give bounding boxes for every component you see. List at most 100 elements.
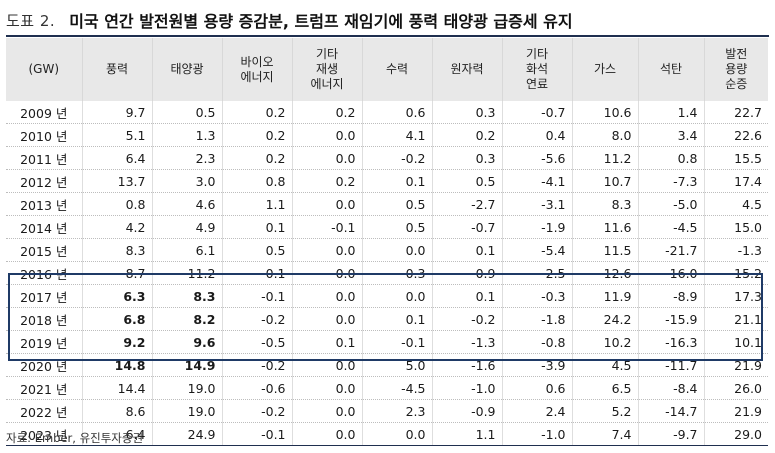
value-cell: -0.8 bbox=[502, 330, 573, 354]
value-cell: 21.1 bbox=[704, 307, 768, 331]
value-cell: 0.3 bbox=[362, 261, 433, 285]
value-cell: 26.0 bbox=[704, 376, 768, 400]
value-cell: 10.1 bbox=[704, 330, 768, 354]
value-cell: -0.1 bbox=[292, 215, 363, 239]
value-cell: 14.4 bbox=[82, 376, 153, 400]
value-cell: 0.0 bbox=[292, 307, 363, 331]
value-cell: -4.5 bbox=[638, 215, 705, 239]
value-cell: 0.0 bbox=[292, 192, 363, 216]
value-cell: 29.0 bbox=[704, 422, 768, 446]
value-cell: -15.9 bbox=[638, 307, 705, 331]
value-cell: -0.9 bbox=[432, 399, 503, 423]
value-cell: 2.4 bbox=[502, 399, 573, 423]
value-cell: 0.2 bbox=[432, 123, 503, 147]
value-cell: 0.2 bbox=[222, 146, 293, 170]
value-cell: -1.3 bbox=[704, 238, 768, 262]
value-cell: -14.7 bbox=[638, 399, 705, 423]
value-cell: 8.0 bbox=[572, 123, 639, 147]
value-cell: 4.5 bbox=[572, 353, 639, 377]
value-cell: -0.2 bbox=[222, 399, 293, 423]
value-cell: 6.3 bbox=[82, 284, 153, 308]
table-row: 2014 년 4.2 4.9 0.1 -0.1 0.5 -0.7 -1.9 11.6 -4.5 15… bbox=[6, 215, 768, 239]
value-cell: -4.1 bbox=[502, 169, 573, 193]
year-cell: 2012 년 bbox=[6, 169, 83, 193]
value-cell: 0.8 bbox=[82, 192, 153, 216]
value-cell: 11.5 bbox=[572, 238, 639, 262]
value-cell: -1.3 bbox=[432, 330, 503, 354]
table-row: 2013 년 0.8 4.6 1.1 0.0 0.5 -2.7 -3.1 8.3 -5.0 4.5 bbox=[6, 192, 768, 216]
year-cell: 2021 년 bbox=[6, 376, 83, 400]
value-cell: 19.0 bbox=[152, 376, 223, 400]
value-cell: -0.2 bbox=[222, 307, 293, 331]
value-cell: -0.1 bbox=[222, 284, 293, 308]
value-cell: 0.5 bbox=[362, 192, 433, 216]
table-row: 2009 년 9.7 0.5 0.2 0.2 0.6 0.3 -0.7 10.6 1.4 22.7 bbox=[6, 101, 768, 124]
value-cell: 0.5 bbox=[222, 238, 293, 262]
value-cell: 10.2 bbox=[572, 330, 639, 354]
year-cell: 2019 년 bbox=[6, 330, 83, 354]
value-cell: -0.6 bbox=[222, 376, 293, 400]
value-cell: -0.2 bbox=[362, 146, 433, 170]
unit-header: (GW) bbox=[6, 38, 83, 101]
value-cell: 4.5 bbox=[704, 192, 768, 216]
value-cell: 0.1 bbox=[432, 284, 503, 308]
column-header: 발전 용량 순증 bbox=[704, 38, 768, 101]
value-cell: 24.2 bbox=[572, 307, 639, 331]
column-header: 기타 재생 에너지 bbox=[292, 38, 363, 101]
value-cell: 1.1 bbox=[222, 192, 293, 216]
value-cell: -0.1 bbox=[222, 422, 293, 446]
value-cell: -2.5 bbox=[502, 261, 573, 285]
value-cell: 7.4 bbox=[572, 422, 639, 446]
value-cell: 5.1 bbox=[82, 123, 153, 147]
value-cell: 1.4 bbox=[638, 101, 705, 124]
capacity-table: (GW) 풍력 태양광 바이오 에너지 기타 재생 에너지 수력 원자력 기타 화석 연료 가스 석탄 발전 용… bbox=[6, 38, 768, 446]
table-row: 2017 년 6.3 8.3 -0.1 0.0 0.0 0.1 -0.3 11.9 -8.9 17.… bbox=[6, 284, 768, 308]
value-cell: 1.3 bbox=[152, 123, 223, 147]
value-cell: -21.7 bbox=[638, 238, 705, 262]
table-row: 2021 년 14.4 19.0 -0.6 0.0 -4.5 -1.0 0.6 6.5 -8.4 2… bbox=[6, 376, 768, 400]
value-cell: -16.0 bbox=[638, 261, 705, 285]
value-cell: 0.8 bbox=[638, 146, 705, 170]
table-row: 2011 년 6.4 2.3 0.2 0.0 -0.2 0.3 -5.6 11.2 0.8 15.5 bbox=[6, 146, 768, 170]
value-cell: 9.7 bbox=[82, 101, 153, 124]
value-cell: -3.9 bbox=[502, 353, 573, 377]
value-cell: 2.3 bbox=[362, 399, 433, 423]
value-cell: -8.4 bbox=[638, 376, 705, 400]
value-cell: 14.8 bbox=[82, 353, 153, 377]
value-cell: -0.3 bbox=[502, 284, 573, 308]
table-header-row: (GW) 풍력 태양광 바이오 에너지 기타 재생 에너지 수력 원자력 기타 화석 연료 가스 석탄 발전 용… bbox=[6, 38, 768, 101]
figure-title-row: 도표 2. 미국 연간 발전원별 용량 증감분, 트럼프 재임기에 풍력 태양광… bbox=[6, 6, 573, 34]
year-cell: 2015 년 bbox=[6, 238, 83, 262]
value-cell: -3.1 bbox=[502, 192, 573, 216]
table-row: 2010 년 5.1 1.3 0.2 0.0 4.1 0.2 0.4 8.0 3.4 22.6 bbox=[6, 123, 768, 147]
value-cell: 0.6 bbox=[502, 376, 573, 400]
value-cell: 0.1 bbox=[222, 215, 293, 239]
table-row: 2023 년 6.4 24.9 -0.1 0.0 0.0 1.1 -1.0 7.4 -9.7 29.… bbox=[6, 422, 768, 446]
value-cell: -0.1 bbox=[222, 261, 293, 285]
value-cell: 11.9 bbox=[572, 284, 639, 308]
value-cell: -1.0 bbox=[502, 422, 573, 446]
column-header: 수력 bbox=[362, 38, 433, 101]
table-row: 2018 년 6.8 8.2 -0.2 0.0 0.1 -0.2 -1.8 24.2 -15.9 2… bbox=[6, 307, 768, 331]
value-cell: 5.0 bbox=[362, 353, 433, 377]
value-cell: 1.1 bbox=[432, 422, 503, 446]
value-cell: 14.9 bbox=[152, 353, 223, 377]
value-cell: 8.3 bbox=[82, 238, 153, 262]
value-cell: 10.7 bbox=[572, 169, 639, 193]
column-header: 바이오 에너지 bbox=[222, 38, 293, 101]
value-cell: 0.0 bbox=[292, 353, 363, 377]
value-cell: -2.7 bbox=[432, 192, 503, 216]
year-cell: 2023 년 bbox=[6, 422, 83, 446]
value-cell: 8.2 bbox=[152, 307, 223, 331]
value-cell: 6.8 bbox=[82, 307, 153, 331]
value-cell: 0.2 bbox=[292, 169, 363, 193]
year-cell: 2022 년 bbox=[6, 399, 83, 423]
value-cell: 4.2 bbox=[82, 215, 153, 239]
year-cell: 2010 년 bbox=[6, 123, 83, 147]
value-cell: 0.0 bbox=[292, 422, 363, 446]
value-cell: 8.3 bbox=[152, 284, 223, 308]
value-cell: -0.7 bbox=[502, 101, 573, 124]
value-cell: 6.1 bbox=[152, 238, 223, 262]
value-cell: 0.2 bbox=[292, 101, 363, 124]
table-row: 2012 년 13.7 3.0 0.8 0.2 0.1 0.5 -4.1 10.7 -7.3 17.… bbox=[6, 169, 768, 193]
